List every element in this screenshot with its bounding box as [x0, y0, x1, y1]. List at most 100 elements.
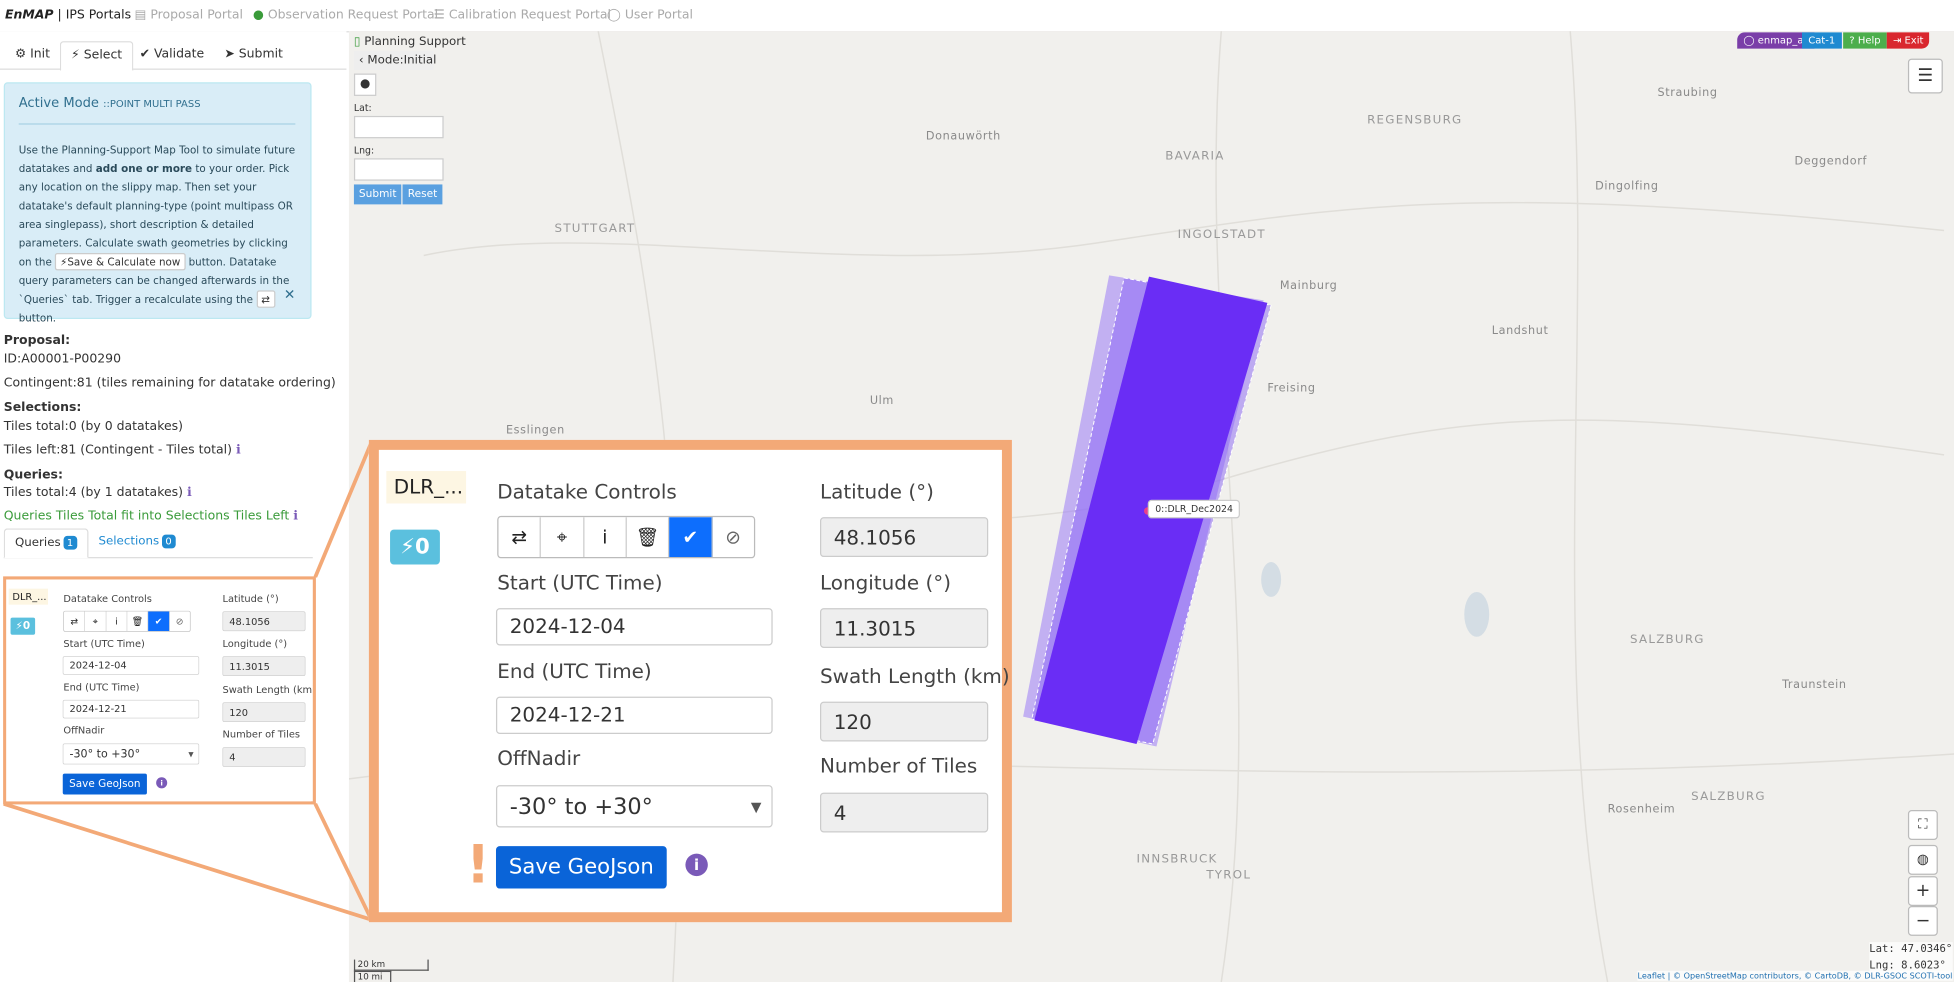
label: Number of Tiles [819, 753, 978, 778]
save-geojson-button[interactable]: Save GeoJson [495, 846, 667, 889]
controls-group: ⇄ ⌖ i 🗑 ✔ ⊘ [63, 610, 191, 632]
text-bold: add one or more [95, 162, 193, 175]
inline-button[interactable]: ⚡Save & Calculate now [55, 252, 186, 271]
nav-link[interactable]: ▤ Proposal Portal [134, 8, 244, 23]
info-button[interactable]: i [584, 517, 627, 558]
panel-title: ▯ Planning Support [354, 35, 469, 49]
attribution: Leaflet | © OpenStreetMap contributors, … [1637, 970, 1953, 981]
controls-group: ⇄ ⌖ i 🗑 ✔ ⊘ [497, 515, 756, 559]
save-geojson-button[interactable]: Save GeoJson [62, 773, 147, 795]
user-badge[interactable]: ◯ enmap_as [1737, 32, 1815, 49]
lat-input: 48.1056 [819, 517, 989, 558]
map-label: Straubing [1657, 87, 1718, 100]
delete-button[interactable]: 🗑 [127, 611, 149, 632]
user-badge[interactable]: Cat-1 [1802, 32, 1842, 49]
point-button[interactable]: ● [353, 73, 377, 96]
tab[interactable]: ➤ Submit [224, 47, 283, 62]
mode: ‹ Mode:Initial [353, 51, 436, 70]
query-name: DLR_... [386, 471, 467, 504]
inline-icon-button[interactable]: ⇄ [256, 290, 275, 308]
sidebar: ⚙ Init ⚡ Select ✔ Validate ➤ Submit Acti… [0, 31, 347, 982]
submit-button[interactable]: Submit [353, 184, 402, 205]
map-label: SALZBURG [1630, 633, 1705, 647]
count-badge: 0 [161, 534, 176, 549]
query-name: DLR_... [8, 588, 49, 605]
globe-button[interactable]: ◍ [1907, 844, 1938, 875]
delete-button[interactable]: 🗑 [627, 517, 670, 558]
tab-text: Submit [238, 47, 283, 62]
locate-button[interactable]: ⌖ [541, 517, 585, 558]
brand: EnMAP | IPS Portals [5, 9, 131, 23]
accept-button[interactable]: ✔ [669, 517, 713, 558]
status-row: Queries Tiles Total fit into Selections … [4, 510, 298, 524]
nav-link[interactable]: ☰ Calibration Request Portal [433, 8, 611, 23]
user-badge[interactable]: ⇥ Exit [1886, 32, 1930, 49]
text: Tiles total:4 (by 1 datatakes) [3, 486, 183, 500]
nav-link[interactable]: ● Observation Request Portal [253, 9, 438, 23]
heading: Proposal: [3, 333, 71, 348]
fullscreen-button[interactable]: ⛶ [1907, 810, 1938, 840]
lake [1261, 562, 1282, 597]
caret: ▼ [188, 750, 194, 759]
map-label: SALZBURG [1691, 790, 1766, 804]
nav-link-text: Observation Request Portal [267, 8, 439, 23]
caret: ▼ [750, 798, 762, 816]
tile-badge-value: 0 [22, 620, 31, 633]
disable-button[interactable]: ⊘ [175, 615, 184, 627]
label: Longitude (°) [222, 637, 288, 650]
zoom-out[interactable]: − [1907, 905, 1938, 936]
start-input[interactable]: 2024-12-04 [495, 608, 773, 646]
tab[interactable]: ✔ Validate [139, 47, 205, 62]
lon-input: 11.3015 [222, 656, 306, 676]
map-label: Freising [1267, 382, 1316, 396]
zoom-in[interactable]: + [1907, 876, 1938, 906]
map-label: TYROL [1206, 868, 1252, 883]
tab-text: Selections [98, 534, 160, 549]
label: Lat: [353, 102, 372, 114]
info-button[interactable]: i [106, 611, 128, 632]
info-icon[interactable]: ℹ [186, 486, 192, 500]
label: Latitude (°) [222, 592, 279, 605]
lat-input[interactable] [353, 115, 444, 139]
tab[interactable]: ⚡ Select [59, 41, 134, 72]
map-label: Ulm [869, 395, 894, 408]
close-icon[interactable]: ✕ [283, 286, 296, 303]
offnadir-select[interactable]: -30° to +30° ▼ [495, 785, 773, 828]
road [1569, 31, 1609, 982]
info-mode: ::POINT MULTI PASS [103, 98, 201, 110]
info-icon[interactable]: ℹ [293, 509, 299, 524]
recalc-button[interactable]: ⇄ [498, 517, 542, 558]
emphasis-mark: ! [466, 833, 490, 895]
info-icon[interactable]: ℹ [235, 443, 241, 458]
recalc-button[interactable]: ⇄ [64, 611, 86, 632]
info-icon[interactable]: i [685, 853, 708, 877]
text: Tiles left:81 (Contingent - Tiles total) [3, 443, 232, 458]
offnadir-select[interactable]: -30° to +30° ▼ [62, 743, 200, 765]
text: button. Datatake query parameters can be… [18, 255, 290, 306]
locate-button[interactable]: ⌖ [85, 611, 107, 632]
map-label: Rosenheim [1607, 803, 1676, 817]
text: button. [18, 311, 57, 325]
lon-input: 11.3015 [819, 608, 989, 649]
start-input[interactable]: 2024-12-04 [62, 656, 200, 675]
layers-button[interactable]: ☰ [1907, 58, 1943, 94]
heading: Queries: [3, 468, 63, 483]
end-input[interactable]: 2024-12-21 [495, 696, 773, 735]
disable-button[interactable]: ⊘ [725, 525, 741, 549]
end-input[interactable]: 2024-12-21 [62, 699, 200, 719]
tab[interactable]: Selections 0 [88, 528, 185, 555]
label: Swath Length (km) [222, 683, 313, 696]
user-badge[interactable]: ? Help [1843, 32, 1887, 49]
nav-link[interactable]: ◯ User Portal [606, 8, 693, 23]
map-label: STUTTGART [554, 221, 636, 236]
accept-button[interactable]: ✔ [148, 611, 170, 632]
lng-input[interactable] [353, 158, 444, 181]
tab[interactable]: ⚙ Init [14, 47, 51, 62]
label: End (UTC Time) [497, 659, 652, 683]
info-icon[interactable]: i [156, 777, 168, 789]
reset-button[interactable]: Reset [402, 184, 443, 205]
map-label: Dingolfing [1595, 180, 1659, 194]
tab[interactable]: Queries 1 [3, 528, 89, 559]
swath-input: 120 [819, 701, 989, 742]
